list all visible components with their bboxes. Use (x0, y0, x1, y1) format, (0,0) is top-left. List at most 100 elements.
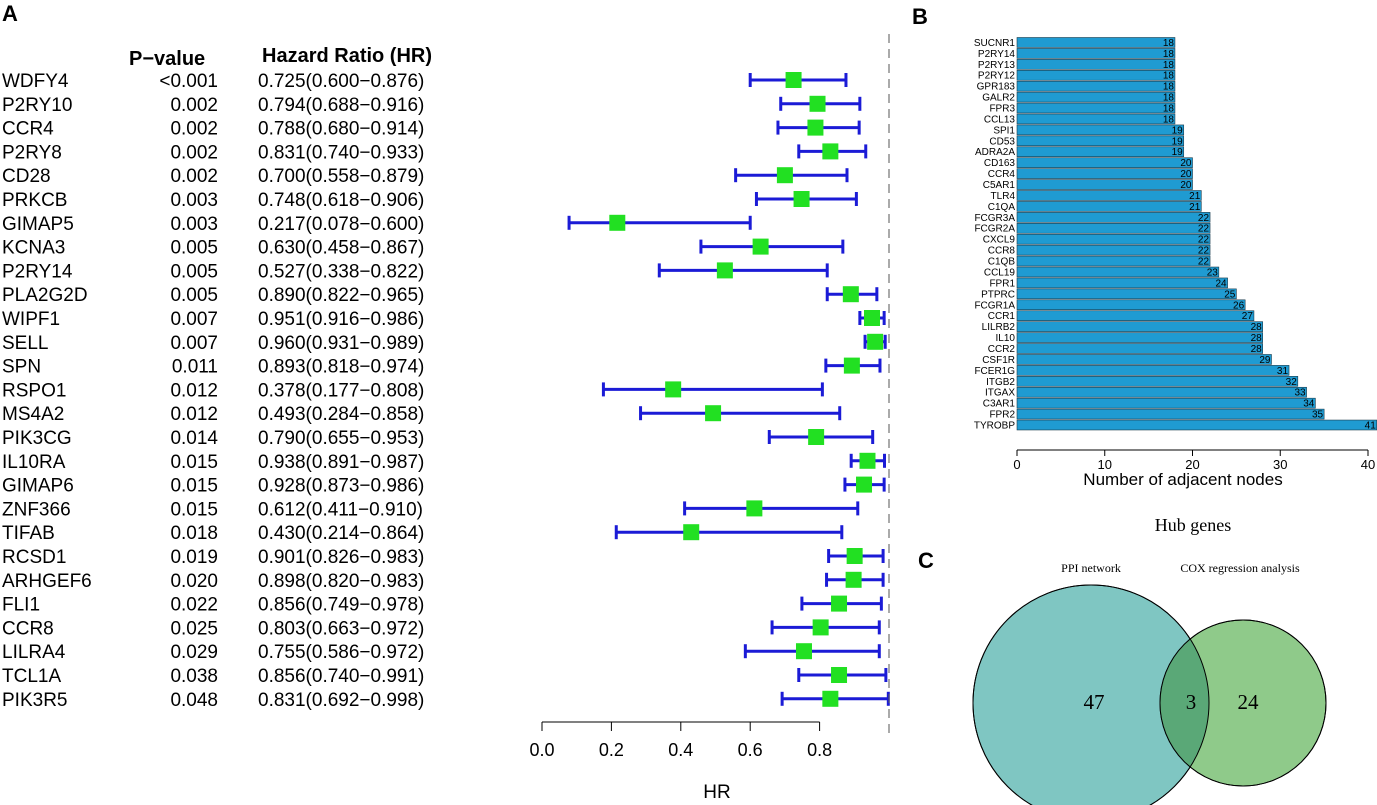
bar-category-label: CD163 (984, 158, 1016, 169)
bar-row: ITGAX 33 (985, 386, 1307, 399)
bar-row: PTPRC 25 (981, 288, 1237, 300)
bar-row: CCL13 18 (984, 113, 1176, 125)
gene-name: FLI1 (2, 595, 40, 616)
bar-category-label: C5AR1 (983, 180, 1016, 191)
bar-value-label: 19 (1172, 136, 1184, 147)
panel-label-a: A (2, 1, 18, 26)
gene-name: RCSD1 (2, 547, 66, 568)
p-value: 0.019 (170, 547, 218, 568)
bar-value-label: 33 (1294, 388, 1306, 399)
p-value: 0.007 (170, 309, 218, 330)
p-value: 0.048 (170, 690, 218, 711)
venn-circle-cox-outline (1159, 619, 1327, 787)
bar-category-label: CCR8 (988, 246, 1016, 257)
hr-point (716, 262, 733, 279)
bar-row: GALR2 18 (982, 91, 1176, 104)
bar-category-label: CD53 (989, 136, 1015, 147)
bar (1016, 179, 1193, 190)
bar-value-label: 34 (1303, 399, 1315, 410)
hr-point (807, 119, 824, 136)
gene-name: ZNF366 (2, 499, 71, 520)
forest-row: PIK3R5 0.048 0.831(0.692−0.998) (2, 690, 890, 711)
bar (1016, 59, 1176, 70)
p-value: 0.005 (170, 285, 218, 306)
bar-category-label: LILRB2 (982, 322, 1016, 333)
p-value: 0.002 (170, 95, 218, 116)
bar (1016, 80, 1176, 92)
bar (1016, 354, 1272, 365)
p-value: 0.012 (170, 380, 218, 401)
bar-value-label: 25 (1224, 289, 1236, 300)
bar (1016, 419, 1377, 431)
hr-point (785, 72, 802, 88)
bar-row: CCR4 20 (988, 168, 1193, 180)
gene-name: PIK3CG (2, 428, 72, 449)
bar (1016, 212, 1211, 223)
forest-row: CCR4 0.002 0.788(0.680−0.914) (2, 119, 861, 140)
bar-category-label: P2RY14 (978, 49, 1016, 60)
bar (1016, 386, 1307, 398)
bar (1016, 310, 1255, 321)
venn-count-cox-only: 24 (1238, 690, 1260, 714)
bar-value-label: 18 (1163, 60, 1175, 71)
hr-point (705, 405, 722, 422)
p-value: 0.015 (170, 499, 218, 520)
bar-category-label: FPR1 (989, 278, 1015, 289)
hr-value: 0.856(0.749−0.978) (258, 595, 424, 616)
gene-name: CD28 (2, 166, 51, 187)
bar-x-axis-label: Number of adjacent nodes (1083, 470, 1282, 489)
bar-row: ADRA2A 19 (975, 146, 1185, 158)
bar-value-label: 35 (1312, 410, 1324, 421)
hr-value: 0.700(0.558−0.879) (258, 166, 424, 187)
bar-value-label: 21 (1189, 202, 1201, 213)
bar-row: P2RY13 18 (978, 59, 1176, 71)
bar-row: SUCNR1 18 (974, 37, 1176, 49)
forest-row: ZNF366 0.015 0.612(0.411−0.910) (2, 499, 860, 520)
hr-point (846, 548, 863, 564)
forest-row: SPN 0.011 0.893(0.818−0.974) (2, 357, 882, 378)
bar-row: FPR1 24 (989, 277, 1228, 289)
bar-value-label: 27 (1242, 311, 1254, 322)
hr-value: 0.856(0.740−0.991) (258, 666, 424, 687)
bar (1016, 168, 1193, 179)
bar (1016, 190, 1202, 201)
bar-category-label: FPR3 (989, 104, 1015, 115)
forest-row: TCL1A 0.038 0.856(0.740−0.991) (2, 666, 888, 687)
gene-name: SPN (2, 357, 41, 378)
bar-row: FCGR2A 22 (974, 223, 1211, 235)
gene-name: LILRA4 (2, 642, 66, 663)
bar-category-label: CCR2 (988, 344, 1016, 355)
panel-label-b: B (912, 4, 928, 29)
hr-value: 0.938(0.891−0.987) (258, 452, 424, 473)
bar-value-label: 32 (1286, 377, 1298, 388)
bar-value-label: 18 (1163, 49, 1175, 60)
hr-value: 0.612(0.411−0.910) (258, 499, 423, 520)
venn-set-label-ppi: PPI network (1061, 561, 1121, 575)
forest-row: CD28 0.002 0.700(0.558−0.879) (2, 166, 849, 187)
bar (1016, 91, 1176, 103)
hr-value: 0.430(0.214−0.864) (258, 523, 424, 544)
hr-point (859, 452, 876, 469)
bar-value-label: 31 (1277, 366, 1289, 377)
hr-value: 0.790(0.655−0.953) (258, 428, 424, 449)
bar-value-label: 18 (1163, 93, 1175, 104)
bar (1016, 124, 1185, 136)
bar-category-label: IL10 (996, 333, 1016, 344)
bar (1016, 288, 1237, 300)
hr-value: 0.928(0.873−0.986) (258, 476, 424, 497)
p-value: <0.001 (159, 71, 218, 92)
bar-value-label: 22 (1198, 224, 1210, 235)
hr-point (845, 571, 862, 588)
hr-value: 0.378(0.177−0.808) (258, 380, 424, 401)
gene-name: PLA2G2D (2, 285, 88, 306)
p-value: 0.005 (170, 261, 218, 282)
gene-name: WIPF1 (2, 309, 60, 330)
forest-row: LILRA4 0.029 0.755(0.586−0.972) (2, 642, 881, 663)
bar-category-label: TLR4 (991, 191, 1016, 202)
bar-category-label: CXCL9 (983, 235, 1016, 246)
bar (1016, 37, 1176, 48)
gene-name: IL10RA (2, 452, 66, 473)
bar-row: FCGR1A 26 (974, 299, 1246, 311)
bar-x-tick-label: 40 (1361, 457, 1375, 472)
bar-value-label: 24 (1215, 278, 1227, 289)
